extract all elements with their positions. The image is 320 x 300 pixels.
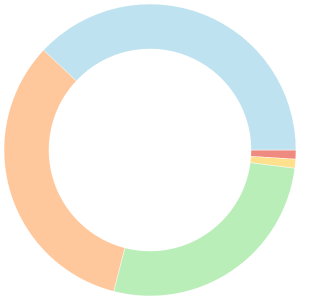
doughnut-segment xyxy=(3,49,126,292)
page: {"chart_data": {"type": "doughnut", "val… xyxy=(3,3,297,297)
doughnut-segment xyxy=(43,3,297,151)
chart xyxy=(3,3,297,297)
doughnut-segment xyxy=(113,162,296,297)
